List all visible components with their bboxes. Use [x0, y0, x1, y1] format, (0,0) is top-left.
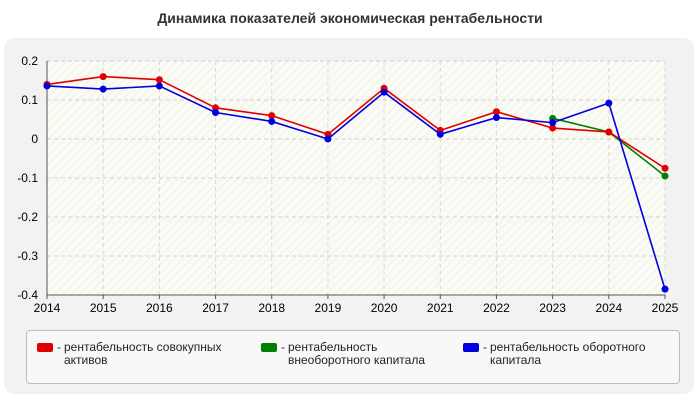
series-line — [46, 75, 666, 169]
legend-swatch-blue — [463, 343, 479, 352]
data-point — [268, 117, 276, 125]
data-point — [324, 135, 332, 143]
y-tick-label: -0.1 — [17, 171, 38, 185]
y-tick-label: 0 — [31, 132, 38, 146]
y-tick-label: -0.3 — [17, 249, 38, 263]
data-point — [661, 172, 669, 180]
x-tick-label: 2014 — [34, 301, 61, 315]
data-point — [155, 76, 163, 84]
x-tick-label: 2017 — [202, 301, 229, 315]
data-point — [268, 112, 276, 120]
x-tick-label: 2015 — [90, 301, 117, 315]
data-point — [212, 108, 220, 116]
data-point — [492, 114, 500, 122]
data-point — [43, 82, 51, 90]
y-tick-label: 0.1 — [21, 93, 38, 107]
data-point — [605, 99, 613, 107]
legend: - рентабельность совокупных активов - ре… — [26, 330, 680, 384]
legend-dash: - — [57, 340, 61, 354]
legend-item-total-assets[interactable]: - рентабельность совокупных активов — [37, 341, 244, 367]
data-point — [492, 108, 500, 116]
legend-dash: - — [483, 340, 487, 354]
data-point — [99, 73, 107, 81]
data-point — [661, 164, 669, 172]
x-tick-label: 2023 — [539, 301, 566, 315]
data-point — [661, 285, 669, 293]
legend-label: рентабельность совокупных активов — [64, 340, 222, 367]
data-point — [436, 130, 444, 138]
x-tick-label: 2019 — [315, 301, 342, 315]
legend-label: рентабельность оборотного капитала — [490, 340, 646, 367]
x-tick-label: 2024 — [595, 301, 622, 315]
legend-label: рентабельность внеоборотного капитала — [288, 340, 425, 367]
data-point — [549, 119, 557, 127]
data-point — [605, 128, 613, 136]
y-tick-label: 0.2 — [21, 54, 38, 68]
x-tick-label: 2020 — [371, 301, 398, 315]
x-tick-label: 2025 — [652, 301, 679, 315]
data-point — [549, 124, 557, 132]
x-tick-label: 2016 — [146, 301, 173, 315]
data-point — [155, 82, 163, 90]
data-point — [99, 85, 107, 93]
chart-title: Динамика показателей экономическая рента… — [157, 10, 543, 26]
legend-dash: - — [281, 340, 285, 354]
data-point — [380, 88, 388, 96]
x-tick-label: 2018 — [258, 301, 285, 315]
legend-swatch-green — [261, 343, 277, 352]
legend-item-working-capital[interactable]: - рентабельность оборотного капитала — [463, 341, 670, 367]
y-tick-label: -0.4 — [17, 288, 38, 302]
y-tick-label: -0.2 — [17, 210, 38, 224]
x-tick-label: 2021 — [427, 301, 454, 315]
legend-swatch-red — [37, 343, 53, 352]
legend-item-noncurrent-capital[interactable]: - рентабельность внеоборотного капитала — [261, 341, 448, 367]
x-tick-label: 2022 — [483, 301, 510, 315]
series-line — [46, 85, 666, 290]
